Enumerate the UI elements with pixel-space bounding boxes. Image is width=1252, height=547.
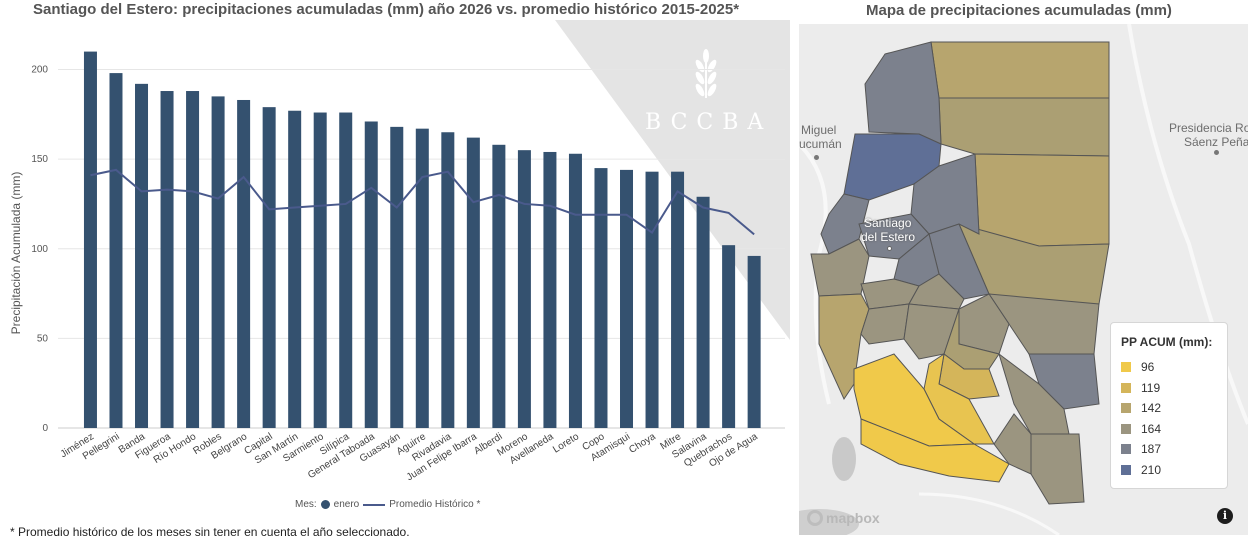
y-tick-label: 0	[42, 423, 48, 434]
map-label-saenz-pena: Sáenz Peña	[1184, 135, 1248, 149]
mapbox-attribution[interactable]: mapbox	[807, 510, 880, 526]
map-legend-item[interactable]: 210	[1121, 460, 1217, 481]
map-region-mitre[interactable]	[993, 413, 1032, 475]
map-region-moreno[interactable]	[974, 153, 1110, 247]
bar-san-martín[interactable]	[288, 110, 302, 429]
bar-salavina[interactable]	[696, 196, 710, 428]
map-region-copo[interactable]	[930, 41, 1110, 99]
legend-bar-label[interactable]: enero	[333, 499, 360, 510]
map-legend-swatch	[1121, 403, 1131, 414]
map-legend-item[interactable]: 96	[1121, 357, 1217, 378]
map-legend-label: 164	[1141, 421, 1162, 436]
bar-capital[interactable]	[262, 107, 276, 428]
map-city-marker-santiago	[887, 246, 892, 251]
y-axis-title: Precipitación Acumulada (mm)	[9, 172, 23, 335]
bar-choya[interactable]	[645, 171, 659, 428]
map-legend-item[interactable]: 142	[1121, 398, 1217, 419]
map-legend-label: 142	[1141, 401, 1162, 416]
map-legend-label: 187	[1141, 442, 1162, 457]
map-legend-label: 119	[1141, 380, 1161, 395]
map-legend-item[interactable]: 119	[1121, 378, 1217, 399]
map-region-alberdi[interactable]	[938, 97, 1110, 157]
info-icon[interactable]: i	[1217, 508, 1233, 524]
bar-banda[interactable]	[135, 83, 149, 428]
mapbox-logo-icon	[807, 510, 823, 526]
bar-figueroa[interactable]	[160, 91, 174, 429]
map-title: Mapa de precipitaciones acumuladas (mm)	[866, 2, 1172, 19]
watermark-text: BCCBA	[645, 110, 772, 135]
y-tick-label: 150	[31, 154, 48, 165]
map-region-loreto[interactable]	[860, 303, 910, 345]
bar-silípica[interactable]	[339, 112, 353, 428]
series-line-promedio-historico	[90, 168, 755, 236]
bar-sarmiento[interactable]	[313, 112, 327, 428]
bar-juan-felipe-ibarra[interactable]	[466, 137, 480, 428]
y-tick-label: 100	[31, 244, 48, 255]
y-tick-label: 200	[31, 65, 48, 76]
bar-robles[interactable]	[211, 96, 225, 428]
map-legend-swatch	[1121, 444, 1131, 455]
mapbox-attribution-text: mapbox	[826, 510, 880, 526]
map-region-pellegrini[interactable]	[864, 41, 942, 145]
bar-ojo-de-agua[interactable]	[747, 255, 761, 428]
map-city-marker-saenz-pena	[1214, 150, 1219, 155]
map-legend-item[interactable]: 187	[1121, 439, 1217, 460]
bar-jiménez[interactable]	[83, 51, 97, 429]
bar-atamisqui[interactable]	[620, 169, 634, 429]
map-region-san-martin[interactable]	[908, 273, 965, 310]
map-legend-item[interactable]: 164	[1121, 419, 1217, 440]
map-legend: PP ACUM (mm): 96 119 142 164 187 210	[1110, 322, 1228, 489]
bar-río-hondo[interactable]	[186, 91, 200, 429]
map-region-rivadavia[interactable]	[1030, 433, 1085, 505]
map-canvas	[799, 24, 1248, 535]
map-legend-swatch	[1121, 362, 1131, 373]
map-legend-label: 210	[1141, 462, 1162, 477]
map-label-presidencia: Presidencia Ro	[1169, 121, 1248, 135]
x-tick-label: Loreto	[551, 431, 581, 456]
map-city-marker-tucuman	[814, 155, 819, 160]
bar-guasayán[interactable]	[390, 126, 404, 429]
legend-line-label[interactable]: Promedio Histórico *	[389, 499, 481, 510]
bar-moreno[interactable]	[517, 150, 531, 429]
bar-avellaneda[interactable]	[543, 151, 557, 428]
map-region-aguirre[interactable]	[998, 352, 1070, 435]
legend-title: Mes:	[295, 499, 317, 510]
legend-bar-marker	[320, 500, 330, 509]
y-tick-label: 50	[37, 333, 49, 344]
map-label-del-estero: del Estero	[861, 230, 916, 244]
map-region-choya[interactable]	[818, 293, 870, 401]
chart-legend: Mes: enero Promedio Histórico *	[295, 499, 480, 510]
map-legend-swatch	[1121, 382, 1131, 393]
bar-belgrano[interactable]	[237, 99, 251, 428]
bar-pellegrini[interactable]	[109, 73, 123, 428]
bar-alberdi[interactable]	[492, 144, 506, 428]
map-legend-swatch	[1121, 464, 1131, 475]
map-region-quebrachos[interactable]	[860, 418, 1010, 483]
chart-title: Santiago del Estero: precipitaciones acu…	[33, 1, 740, 18]
map-region-belgrano[interactable]	[1028, 353, 1100, 410]
map-legend-swatch	[1121, 423, 1131, 434]
bar-rivadavia[interactable]	[441, 132, 455, 428]
map-legend-label: 96	[1141, 360, 1155, 375]
x-tick-label: Choya	[627, 431, 658, 456]
map-label-miguel: Miguel	[801, 123, 837, 137]
bar-mitre[interactable]	[671, 171, 685, 428]
map-label-santiago: Santiago	[864, 216, 912, 230]
choropleth-map[interactable]: Miguel ucumán Santiago del Estero Presid…	[799, 24, 1248, 535]
bar-loreto[interactable]	[568, 153, 582, 429]
bar-aguirre[interactable]	[415, 128, 429, 428]
bar-quebrachos[interactable]	[722, 245, 736, 428]
map-legend-title: PP ACUM (mm):	[1121, 335, 1213, 349]
bar-copo[interactable]	[594, 168, 608, 428]
map-label-tucuman: ucumán	[799, 137, 842, 151]
footnote: * Promedio histórico de los meses sin te…	[10, 525, 410, 539]
legend-line-marker	[363, 503, 386, 506]
bar-general-taboada[interactable]	[364, 121, 378, 428]
